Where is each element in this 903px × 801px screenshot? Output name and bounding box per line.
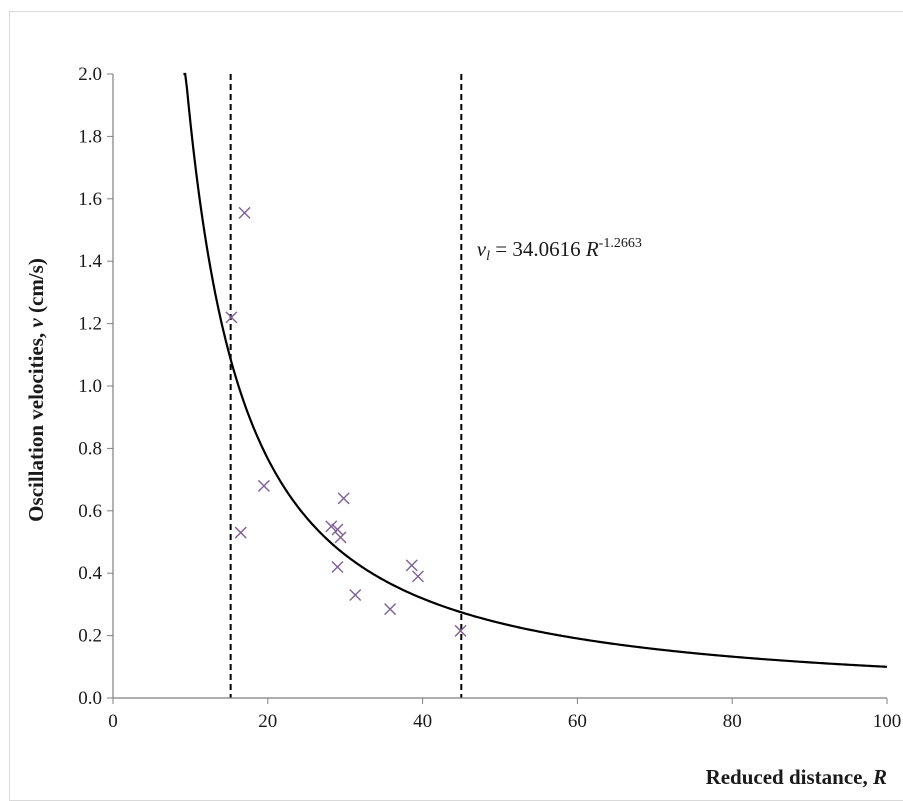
- x-tick-label: 20: [258, 711, 277, 732]
- x-tick-label: 40: [413, 711, 432, 732]
- reference-lines: [229, 74, 463, 698]
- y-tick-label: 0.0: [78, 688, 102, 709]
- data-point: [325, 520, 338, 533]
- y-axis-title-var: v: [24, 318, 48, 328]
- data-point-stroke: [225, 311, 238, 324]
- y-tick-label: 0.6: [78, 501, 102, 522]
- data-point-stroke: [337, 492, 350, 505]
- data-point: [411, 570, 424, 583]
- x-axis-ticks: 0 20 40 60 80 100: [108, 698, 901, 732]
- data-point: [331, 523, 344, 536]
- x-axis-title-text: Reduced distance,: [706, 765, 873, 789]
- axes: [112, 74, 887, 699]
- fit-equation: vl = 34.0616 R-1.2663: [477, 236, 642, 264]
- data-point: [234, 526, 247, 539]
- equation-subscript: l: [486, 249, 490, 264]
- data-point-stroke: [384, 603, 397, 616]
- y-tick-label: 1.6: [78, 189, 102, 210]
- y-axis-title: Oscillation velocities, v (cm/s): [24, 258, 48, 522]
- x-tick-label: 60: [568, 711, 587, 732]
- y-tick-label: 1.2: [78, 314, 102, 335]
- data-point-stroke: [411, 570, 424, 583]
- data-point-stroke: [349, 589, 362, 602]
- x-tick-label: 80: [723, 711, 742, 732]
- data-point-stroke: [334, 531, 347, 544]
- data-point-stroke: [331, 560, 344, 573]
- data-point: [384, 603, 397, 616]
- data-point-stroke: [238, 206, 251, 219]
- x-axis-title: Reduced distance, R: [706, 765, 887, 789]
- data-point: [238, 206, 251, 219]
- fit-curve-layer: [183, 72, 888, 668]
- data-points: [225, 206, 467, 637]
- y-axis-title-text: Oscillation velocities,: [24, 328, 48, 522]
- data-point-stroke: [331, 523, 344, 536]
- data-point: [334, 531, 347, 544]
- equation-exponent: -1.2663: [599, 236, 642, 251]
- y-axis-ticks: 0.0 0.2 0.4 0.6 0.8 1.0 1.2 1.4 1.6 1.8 2.0: [78, 64, 113, 709]
- x-tick-label: 0: [108, 711, 118, 732]
- equation-variable: v: [477, 237, 487, 261]
- data-point: [349, 589, 362, 602]
- data-point: [225, 311, 238, 324]
- data-point: [405, 559, 418, 572]
- y-tick-label: 0.2: [78, 626, 102, 647]
- x-tick-label: 100: [873, 711, 902, 732]
- y-tick-label: 0.4: [78, 563, 102, 584]
- equation-r-variable: R: [585, 237, 599, 261]
- y-tick-label: 2.0: [78, 64, 102, 85]
- data-point-stroke: [454, 624, 467, 637]
- data-point: [331, 560, 344, 573]
- power-fit-curve: [183, 72, 888, 668]
- data-point-stroke: [405, 559, 418, 572]
- y-tick-label: 1.0: [78, 376, 102, 397]
- data-point-stroke: [325, 520, 338, 533]
- data-point: [257, 479, 270, 492]
- y-tick-label: 0.8: [78, 438, 102, 459]
- x-axis-title-var: R: [872, 765, 887, 789]
- data-point: [454, 624, 467, 637]
- y-axis-title-unit: (cm/s): [24, 258, 48, 318]
- equation-equals: = 34.0616: [490, 237, 586, 261]
- data-point-stroke: [234, 526, 247, 539]
- data-point: [337, 492, 350, 505]
- y-tick-label: 1.8: [78, 126, 102, 147]
- data-point-stroke: [257, 479, 270, 492]
- y-tick-label: 1.4: [78, 251, 102, 272]
